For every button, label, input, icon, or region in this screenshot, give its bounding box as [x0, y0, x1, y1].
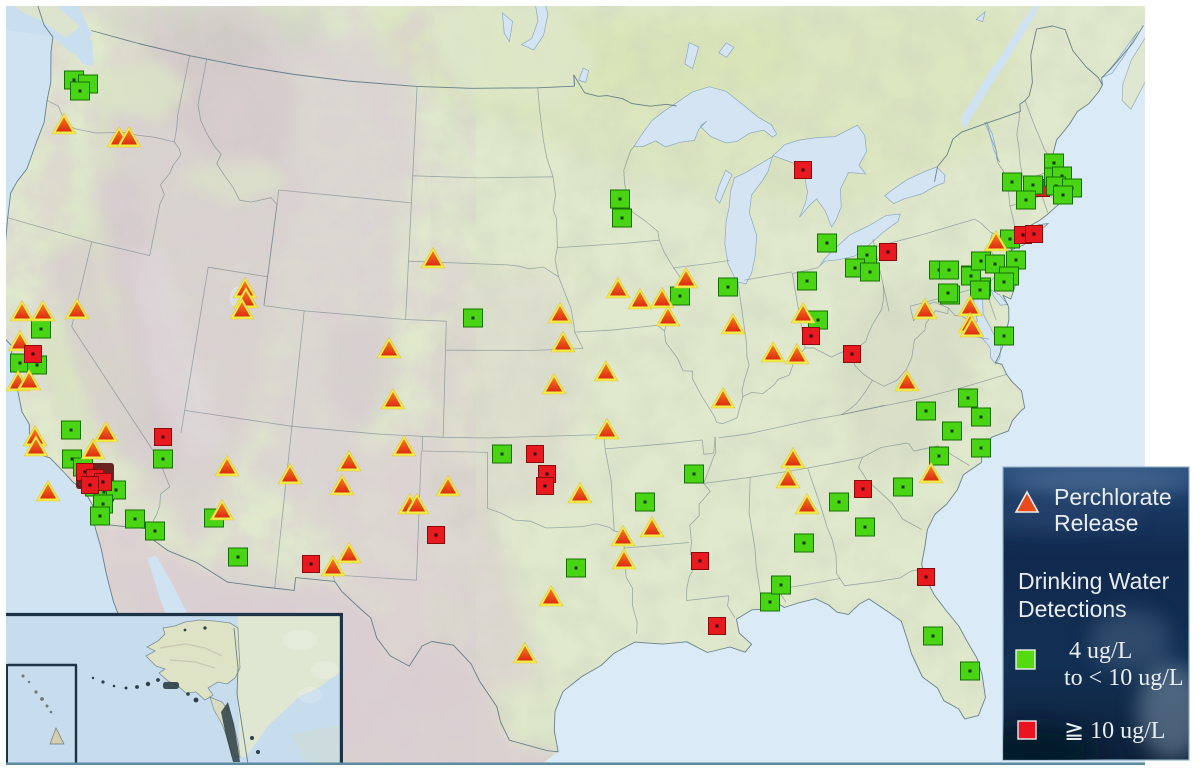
svg-text:Release: Release — [1054, 510, 1138, 536]
svg-text:Perchlorate: Perchlorate — [1054, 484, 1172, 510]
svg-text:Drinking Water: Drinking Water — [1018, 568, 1170, 594]
svg-text:4 ug/L: 4 ug/L — [1069, 638, 1132, 664]
svg-text:to < 10 ug/L: to < 10 ug/L — [1064, 665, 1184, 691]
svg-text:Detections: Detections — [1018, 596, 1127, 622]
svg-text:≧ 10 ug/L: ≧ 10 ug/L — [1064, 718, 1165, 744]
